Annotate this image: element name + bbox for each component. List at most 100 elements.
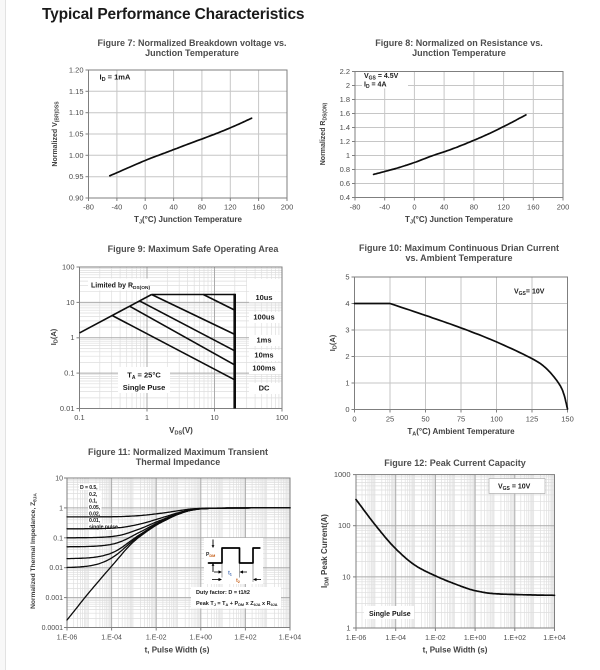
svg-text:1: 1 bbox=[346, 624, 350, 633]
svg-text:0.001: 0.001 bbox=[45, 595, 63, 602]
svg-text:1ms: 1ms bbox=[256, 335, 271, 344]
svg-text:ID = 1mA: ID = 1mA bbox=[100, 73, 131, 84]
svg-text:80: 80 bbox=[198, 203, 206, 212]
svg-text:t1: t1 bbox=[228, 571, 232, 577]
svg-text:1.E+00: 1.E+00 bbox=[464, 635, 486, 642]
svg-text:ID = 4A: ID = 4A bbox=[364, 82, 387, 91]
svg-text:Single Pulse: Single Pulse bbox=[369, 611, 411, 618]
svg-text:100ms: 100ms bbox=[252, 363, 275, 372]
svg-text:0.01: 0.01 bbox=[49, 565, 63, 572]
svg-text:200: 200 bbox=[557, 203, 570, 212]
svg-text:1: 1 bbox=[346, 151, 350, 160]
svg-text:160: 160 bbox=[527, 203, 540, 212]
svg-text:1.15: 1.15 bbox=[69, 87, 84, 96]
svg-text:10: 10 bbox=[210, 413, 218, 422]
svg-text:TA(°C) Ambient Temperature: TA(°C) Ambient Temperature bbox=[407, 427, 515, 438]
svg-text:0.90: 0.90 bbox=[69, 194, 84, 203]
svg-text:ID(A): ID(A) bbox=[49, 328, 60, 345]
svg-text:0.4: 0.4 bbox=[340, 193, 350, 202]
svg-text:0.0001: 0.0001 bbox=[42, 625, 64, 632]
svg-text:Limited by RDS(ON): Limited by RDS(ON) bbox=[91, 283, 150, 292]
svg-text:75: 75 bbox=[457, 415, 465, 424]
svg-text:PDM: PDM bbox=[206, 552, 215, 558]
svg-text:125: 125 bbox=[526, 415, 539, 424]
svg-text:Figure 11: Normalized Maximum: Figure 11: Normalized Maximum Transient bbox=[88, 447, 268, 457]
svg-text:1: 1 bbox=[70, 333, 74, 342]
svg-text:100: 100 bbox=[490, 415, 503, 424]
svg-text:1.E+00: 1.E+00 bbox=[190, 635, 212, 642]
svg-text:1.E-06: 1.E-06 bbox=[346, 635, 367, 642]
svg-text:1.8: 1.8 bbox=[340, 95, 350, 104]
svg-text:0: 0 bbox=[352, 415, 356, 424]
svg-text:0.01,: 0.01, bbox=[89, 518, 101, 524]
svg-text:1.E+04: 1.E+04 bbox=[279, 635, 301, 642]
svg-text:40: 40 bbox=[440, 203, 448, 212]
svg-text:0: 0 bbox=[345, 405, 349, 414]
svg-text:0.6: 0.6 bbox=[340, 179, 350, 188]
svg-text:Junction Temperature: Junction Temperature bbox=[412, 48, 506, 58]
svg-text:120: 120 bbox=[497, 203, 510, 212]
svg-text:VDS(V): VDS(V) bbox=[169, 426, 193, 437]
svg-text:-80: -80 bbox=[83, 203, 94, 212]
svg-text:1.E-02: 1.E-02 bbox=[146, 635, 167, 642]
svg-text:t2: t2 bbox=[236, 578, 240, 584]
svg-text:1: 1 bbox=[145, 413, 149, 422]
svg-text:VGS= 10V: VGS= 10V bbox=[514, 289, 545, 298]
svg-text:Single Puse: Single Puse bbox=[123, 383, 166, 392]
svg-text:Normalized V(BR)DSS: Normalized V(BR)DSS bbox=[52, 101, 61, 167]
svg-text:Duty factor: D = t1/t2: Duty factor: D = t1/t2 bbox=[196, 590, 250, 596]
svg-text:Figure 8: Normalized on Resist: Figure 8: Normalized on Resistance vs. bbox=[375, 38, 543, 48]
svg-text:5: 5 bbox=[345, 273, 349, 282]
svg-text:-40: -40 bbox=[111, 203, 122, 212]
svg-text:10: 10 bbox=[66, 298, 74, 307]
svg-text:100: 100 bbox=[276, 413, 289, 422]
svg-text:4: 4 bbox=[345, 299, 349, 308]
svg-text:50: 50 bbox=[421, 415, 429, 424]
svg-text:vs. Ambient Temperature: vs. Ambient Temperature bbox=[405, 253, 512, 263]
svg-text:1: 1 bbox=[345, 379, 349, 388]
svg-text:Normalized Thermal Impedance,: Normalized Thermal Impedance, ZθJA bbox=[30, 493, 39, 609]
svg-text:120: 120 bbox=[224, 203, 237, 212]
svg-text:40: 40 bbox=[169, 203, 177, 212]
svg-text:0.01: 0.01 bbox=[60, 404, 75, 413]
svg-text:1.2: 1.2 bbox=[340, 137, 350, 146]
svg-text:1: 1 bbox=[59, 505, 63, 512]
svg-text:200: 200 bbox=[281, 203, 294, 212]
svg-text:-80: -80 bbox=[350, 203, 361, 212]
svg-text:0.1: 0.1 bbox=[53, 535, 63, 542]
svg-text:Figure 10: Maximum Continuous: Figure 10: Maximum Continuous Drian Curr… bbox=[359, 243, 559, 253]
svg-text:Figure 7: Normalized Breakdown: Figure 7: Normalized Breakdown voltage v… bbox=[97, 38, 286, 48]
svg-text:10ms: 10ms bbox=[254, 350, 273, 359]
svg-text:0: 0 bbox=[412, 203, 416, 212]
svg-text:1.6: 1.6 bbox=[340, 109, 350, 118]
svg-text:1.E-06: 1.E-06 bbox=[57, 635, 78, 642]
svg-text:0.05,: 0.05, bbox=[89, 505, 101, 511]
svg-text:0.02,: 0.02, bbox=[89, 512, 101, 518]
svg-text:1.E+02: 1.E+02 bbox=[234, 635, 256, 642]
svg-text:VGS = 4.5V: VGS = 4.5V bbox=[364, 73, 399, 82]
svg-text:2.2: 2.2 bbox=[340, 67, 350, 76]
svg-text:Figure 12: Peak Current Capaci: Figure 12: Peak Current Capacity bbox=[384, 458, 526, 468]
svg-text:TJ(°C) Junction Temperature: TJ(°C) Junction Temperature bbox=[134, 215, 242, 226]
svg-text:TJ(°C) Junction Temperature: TJ(°C) Junction Temperature bbox=[405, 215, 513, 226]
svg-text:0.1: 0.1 bbox=[64, 369, 74, 378]
svg-text:single pulse: single pulse bbox=[89, 525, 118, 531]
svg-text:1.20: 1.20 bbox=[69, 66, 84, 75]
svg-text:0.8: 0.8 bbox=[340, 165, 350, 174]
svg-text:Normalized RDS(ON): Normalized RDS(ON) bbox=[320, 102, 329, 165]
svg-text:0.1,: 0.1, bbox=[89, 499, 98, 505]
svg-text:25: 25 bbox=[386, 415, 394, 424]
svg-text:t, Pulse Width (s): t, Pulse Width (s) bbox=[145, 646, 210, 655]
svg-text:1.10: 1.10 bbox=[69, 108, 84, 117]
svg-text:100: 100 bbox=[62, 263, 75, 272]
svg-text:160: 160 bbox=[252, 203, 265, 212]
svg-text:ID(A): ID(A) bbox=[328, 334, 339, 351]
svg-text:1000: 1000 bbox=[334, 470, 351, 479]
svg-text:1.E-04: 1.E-04 bbox=[101, 635, 122, 642]
svg-text:1.E+02: 1.E+02 bbox=[504, 635, 526, 642]
svg-text:10: 10 bbox=[342, 572, 350, 581]
svg-text:2: 2 bbox=[346, 81, 350, 90]
svg-text:1.4: 1.4 bbox=[340, 123, 350, 132]
svg-text:150: 150 bbox=[561, 415, 574, 424]
svg-text:1.00: 1.00 bbox=[69, 151, 84, 160]
